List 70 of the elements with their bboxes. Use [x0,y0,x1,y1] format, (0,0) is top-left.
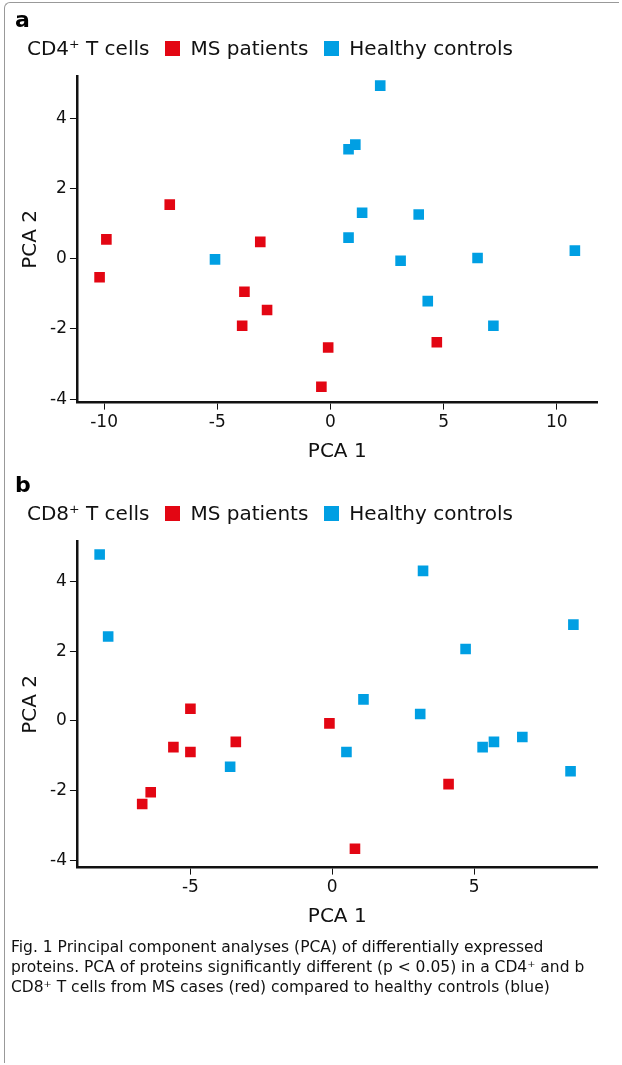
x-tick-label: 10 [545,411,568,432]
point [94,549,105,560]
y-tick-label: 4 [56,106,67,127]
point [185,746,196,758]
point [356,207,368,219]
point [102,631,114,642]
x-tick-label: 5 [438,411,450,432]
point [254,236,266,248]
point [164,199,176,210]
legend-label: MS patients [190,501,309,525]
point [341,746,352,758]
point [136,798,148,810]
point [349,843,361,855]
legend-label: Healthy controls [349,501,513,525]
point [517,731,528,743]
caption: Fig. 1 Principal component analyses (PCA) of differentially expressed proteins. PCA of proteins significantly different (p < 0.05) in a CD4⁺ and b CD8⁺ T cells from MS cases (red) compared to healthy controls (blue) [11,937,586,997]
x-axis-title: PCA 1 [307,438,367,463]
point [568,619,579,630]
point [414,708,426,720]
y-tick-label: 2 [56,639,67,660]
point [477,741,488,753]
legend-label: Healthy controls [349,36,513,60]
legend-title: CD4⁺ T cells [27,36,150,60]
point [413,209,425,220]
x-tick-label: -5 [208,411,226,432]
point [168,741,179,753]
point [431,336,443,348]
point [101,234,112,245]
point [350,139,361,150]
point [185,703,196,715]
y-tick-label: -4 [50,387,67,408]
point [460,643,471,655]
point [488,320,499,332]
y-tick-label: -4 [50,849,67,870]
y-tick-label: 4 [56,569,67,590]
point [374,80,386,91]
y-axis-title: PCA 2 [17,210,42,269]
point [343,232,354,243]
point [443,778,454,790]
point [324,718,335,729]
point [472,252,483,264]
y-tick-label: 2 [56,176,67,197]
y-tick-label: -2 [50,779,67,800]
point [145,786,157,798]
legend-title: CD8⁺ T cells [27,501,150,525]
x-tick-label: 0 [325,411,336,432]
x-axis-title: PCA 1 [307,903,367,928]
point [395,255,406,267]
point [209,254,221,265]
point [565,765,576,777]
point [422,295,434,307]
y-axis-title: PCA 2 [17,675,42,734]
x-tick-label: 5 [468,876,480,897]
x-tick-label: 0 [326,876,338,897]
point [358,694,369,705]
point [94,272,105,283]
chart-title: b [15,472,32,497]
x-tick-label: -10 [90,411,118,432]
point [322,342,334,353]
y-tick-label: -2 [50,317,67,338]
point [224,761,236,773]
y-tick-label: 0 [56,247,67,268]
point [236,320,248,332]
point [569,245,581,256]
x-tick-label: -5 [181,876,199,897]
chart-title: a [15,7,31,32]
y-tick-label: 0 [56,709,67,730]
point [316,381,327,393]
legend-label: MS patients [190,36,309,60]
point [239,286,250,297]
